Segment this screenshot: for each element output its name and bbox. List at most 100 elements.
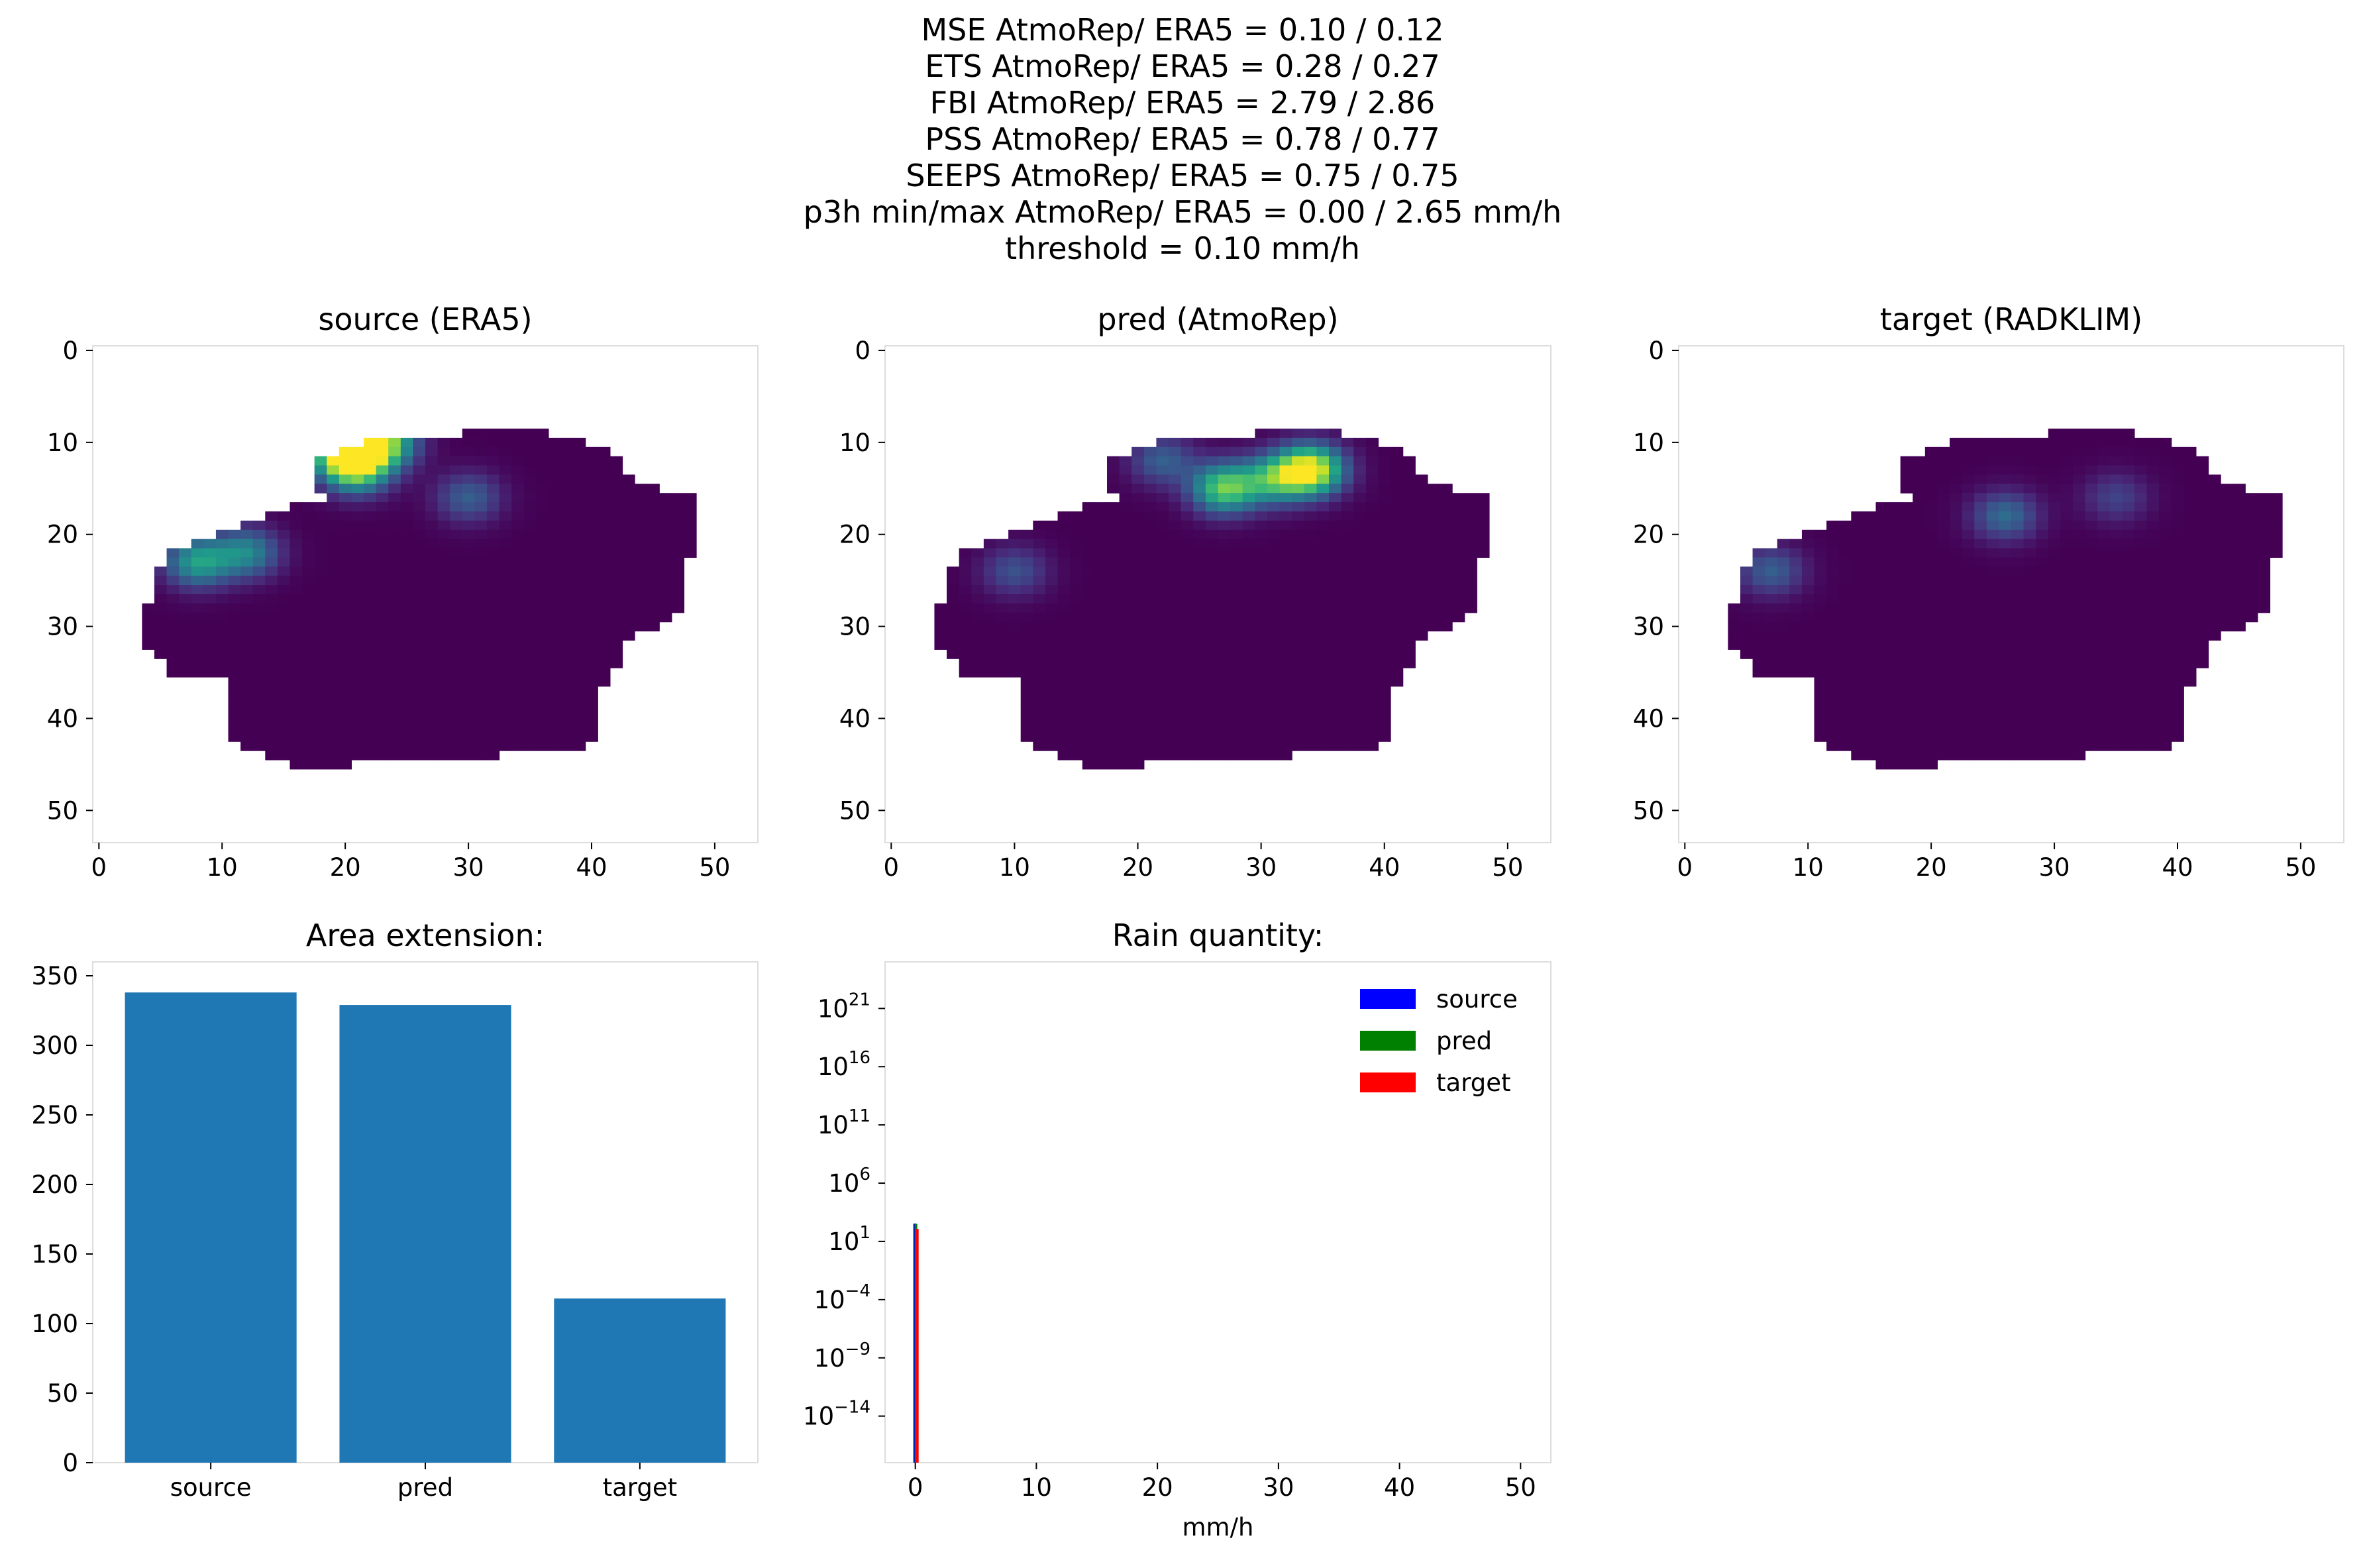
heatmap-pred-cell: [1316, 502, 1330, 512]
heatmap-source-cell: [413, 640, 426, 650]
heatmap-target-cell: [2195, 658, 2209, 668]
heatmap-target-cell: [2085, 484, 2098, 494]
heatmap-pred-cell: [1169, 704, 1182, 715]
heatmap-target-cell: [1777, 576, 1790, 586]
heatmap-target-cell: [1937, 529, 1950, 540]
heatmap-pred-cell: [1119, 557, 1132, 567]
heatmap-target-cell: [1752, 548, 1765, 558]
heatmap-target-cell: [2023, 566, 2036, 576]
heatmap-source-cell: [598, 677, 611, 687]
heatmap-source-cell: [450, 686, 463, 696]
heatmap-source-cell: [302, 566, 315, 576]
heatmap-pred-cell: [1378, 465, 1391, 476]
heatmap-source-cell: [388, 502, 401, 512]
heatmap-target-cell: [2122, 511, 2135, 521]
heatmap-pred-cell: [1218, 539, 1231, 549]
heatmap-pred-cell: [1365, 529, 1379, 540]
heatmap-source-cell: [573, 631, 586, 641]
heatmap-target-cell: [1974, 686, 1987, 696]
heatmap-target-cell: [2122, 704, 2135, 715]
heatmap-target-cell: [2245, 557, 2258, 567]
heatmap-source-cell: [413, 566, 426, 576]
heatmap-source-cell: [462, 437, 475, 448]
heatmap-source-cell: [499, 723, 512, 733]
heatmap-source-cell: [462, 520, 475, 531]
heatmap-target-cell: [1752, 631, 1765, 641]
heatmap-target-cell: [2072, 704, 2086, 715]
heatmap-pred-cell: [1143, 465, 1157, 476]
heatmap-source-cell: [388, 649, 401, 659]
heatmap-target-cell: [1826, 612, 1840, 623]
heatmap-pred-cell: [1230, 668, 1243, 678]
heatmap-target-cell: [2171, 640, 2184, 650]
heatmap-source-cell: [277, 704, 291, 715]
heatmap-source-cell: [585, 603, 598, 613]
heatmap-target-cell: [2085, 529, 2098, 540]
heatmap-pred-cell: [1378, 520, 1391, 531]
heatmap-target-cell: [2048, 603, 2061, 613]
heatmap-pred-cell: [1020, 529, 1033, 540]
heatmap-source-cell: [437, 539, 450, 549]
heatmap-pred-cell: [1242, 631, 1255, 641]
heatmap-pred-cell: [1057, 640, 1071, 650]
heatmap-target-cell: [2060, 576, 2074, 586]
heatmap-pred-cell: [1230, 751, 1243, 760]
heatmap-pred-cell: [996, 594, 1009, 604]
heatmap-target-cell: [2109, 621, 2123, 632]
heatmap-source-cell: [609, 493, 623, 503]
heatmap-source-cell: [647, 557, 660, 567]
heatmap-source-cell: [351, 649, 364, 659]
heatmap-target-cell: [2257, 511, 2271, 521]
heatmap-target-cell: [1814, 585, 1827, 595]
heatmap-target-cell: [2257, 557, 2271, 567]
heatmap-source-cell: [437, 456, 450, 466]
heatmap-pred-cell: [1316, 437, 1330, 448]
heatmap-source-cell: [228, 612, 241, 623]
heatmap-target-cell: [2208, 557, 2221, 567]
heatmap-pred-cell: [1169, 576, 1182, 586]
heatmap-pred-cell: [1292, 446, 1305, 457]
heatmap-target-cell: [1851, 751, 1864, 760]
heatmap-pred-cell: [1440, 511, 1453, 521]
heatmap-target-cell: [2060, 603, 2074, 613]
heatmap-target-cell: [1999, 751, 2012, 760]
heatmap-source-cell: [548, 493, 562, 503]
heatmap-pred-cell: [1415, 529, 1428, 540]
heatmap-pred-cell: [1267, 585, 1281, 595]
heatmap-source-cell: [474, 557, 488, 567]
heatmap-pred-cell: [1353, 456, 1367, 466]
heatmap-source-cell: [277, 695, 291, 706]
suptitle-line-p3h: p3h min/max AtmoRep/ ERA5 = 0.00 / 2.65 …: [803, 194, 1562, 230]
heatmap-pred-cell: [1205, 686, 1219, 696]
heatmap-source-cell: [511, 446, 525, 457]
heatmap-target-cell: [2195, 649, 2209, 659]
heatmap-source-cell: [364, 751, 377, 760]
heatmap-pred-cell: [1218, 741, 1231, 751]
x-axis-label: mm/h: [1182, 1513, 1253, 1542]
heatmap-target-cell: [1863, 677, 1877, 687]
heatmap-target-cell: [1863, 603, 1877, 613]
heatmap-pred-cell: [1082, 677, 1095, 687]
x-tick-label: 0: [884, 853, 900, 882]
heatmap-pred-cell: [1353, 566, 1367, 576]
heatmap-target-cell: [2146, 576, 2160, 586]
heatmap-pred-cell: [1440, 585, 1453, 595]
heatmap-target-cell: [2159, 566, 2172, 576]
heatmap-pred-cell: [1365, 566, 1379, 576]
heatmap-source-cell: [425, 520, 439, 531]
heatmap-target-cell: [2060, 557, 2074, 567]
heatmap-target-cell: [2060, 594, 2074, 604]
heatmap-target-cell: [2011, 686, 2024, 696]
heatmap-target-cell: [2134, 585, 2148, 595]
heatmap-pred-cell: [1255, 741, 1268, 751]
heatmap-source-cell: [462, 658, 475, 668]
heatmap-target-cell: [1789, 539, 1803, 549]
heatmap-pred-cell: [1267, 484, 1281, 494]
heatmap-target-cell: [2085, 437, 2098, 448]
heatmap-target-cell: [2097, 493, 2111, 503]
heatmap-source-cell: [400, 511, 414, 521]
heatmap-target-cell: [1851, 566, 1864, 576]
heatmap-source-cell: [179, 594, 192, 604]
heatmap-source-cell: [450, 640, 463, 650]
